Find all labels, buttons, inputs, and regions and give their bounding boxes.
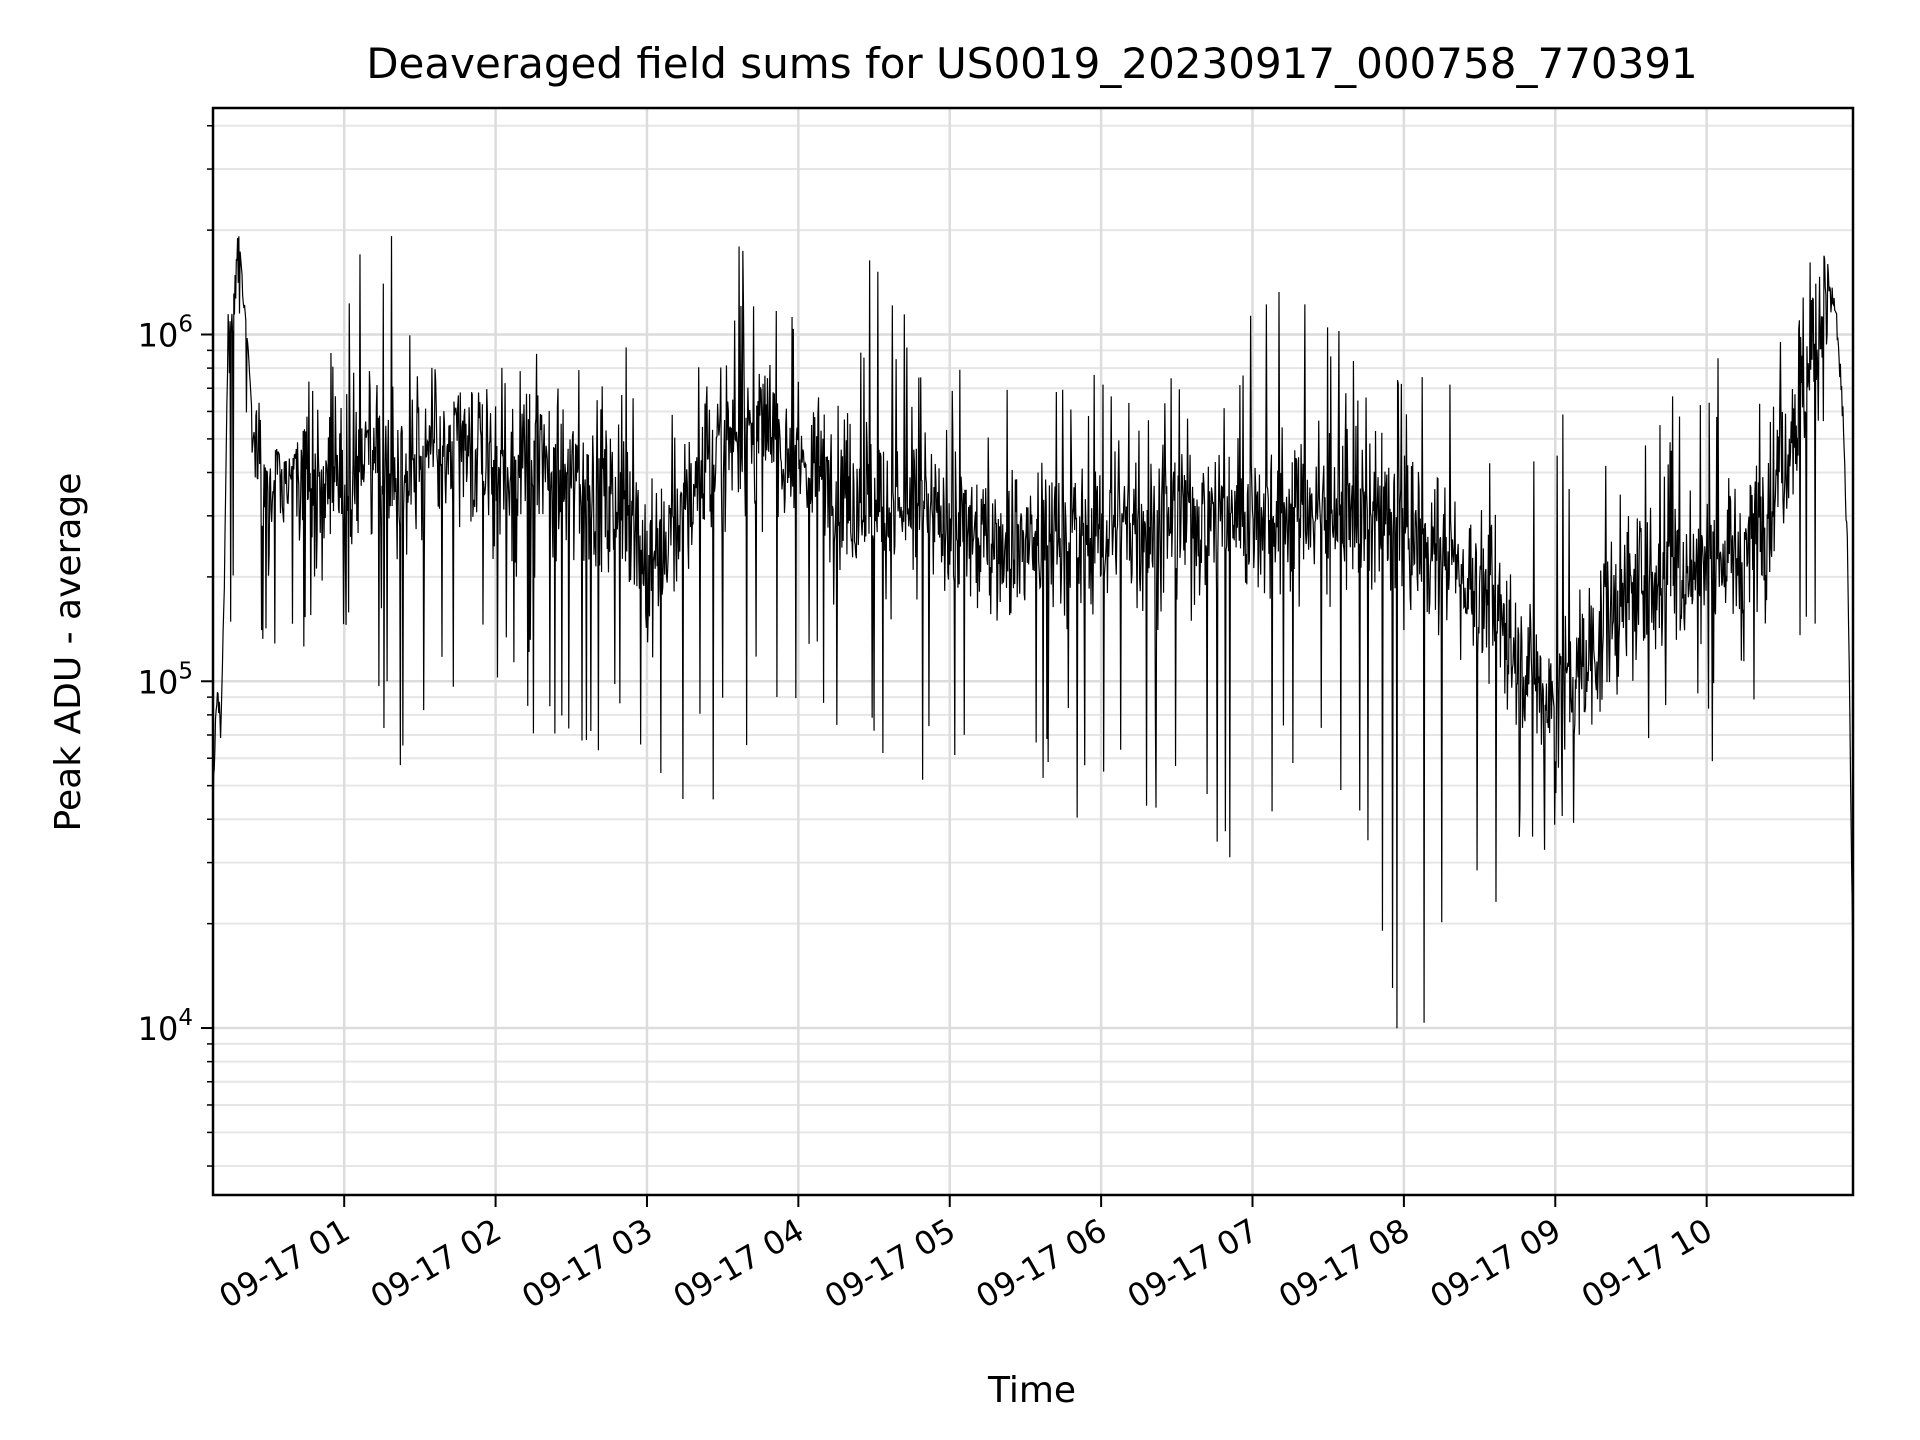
plot-frame: [211, 106, 1855, 1197]
y-axis: 104 105 106: [138, 124, 213, 1167]
y-tick-label: 104: [138, 1005, 193, 1048]
y-axis-label: Peak ADU - average: [48, 473, 89, 832]
major-gridlines: [213, 108, 1853, 1195]
y-tick-label: 105: [138, 658, 193, 701]
chart-title: Deaveraged field sums for US0019_2023091…: [366, 39, 1698, 88]
y-tick-label: 106: [138, 312, 193, 355]
x-axis-label: Time: [987, 1370, 1076, 1411]
series-line: [212, 236, 1854, 1029]
data-layer: [212, 236, 1854, 1029]
